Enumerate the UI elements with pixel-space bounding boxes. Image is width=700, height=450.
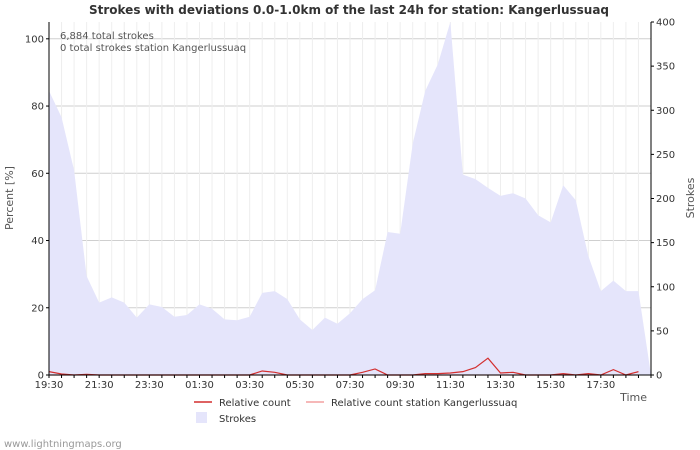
y-tick-right-label: 0 — [656, 371, 662, 382]
y-tick-right-label: 300 — [656, 106, 675, 117]
y-tick-left-label: 40 — [31, 236, 44, 247]
y-tick-right-label: 50 — [656, 326, 669, 337]
legend-strokes-label: Strokes — [219, 414, 256, 425]
x-tick-label: 07:30 — [336, 380, 365, 391]
strokes-area — [49, 22, 651, 375]
y-axis-right-label: Strokes — [684, 177, 697, 218]
x-axis-ticks: 19:30 21:30 23:30 01:30 03:30 05:30 07:30 09:30… — [35, 375, 652, 391]
legend-strokes-swatch — [196, 412, 207, 423]
x-tick-label: 19:30 — [35, 380, 64, 391]
y-tick-left-label: 60 — [31, 169, 44, 180]
legend: Relative count Relative count station Ka… — [194, 398, 517, 425]
y-tick-right-label: 200 — [656, 194, 675, 205]
x-tick-label: 11:30 — [436, 380, 465, 391]
legend-relative-count-station-label: Relative count station Kangerlussuaq — [331, 398, 517, 409]
y-tick-left-label: 80 — [31, 102, 44, 113]
source-footer: www.lightningmaps.org — [4, 439, 122, 450]
x-tick-label: 21:30 — [85, 380, 114, 391]
x-tick-label: 05:30 — [285, 380, 314, 391]
y-axis-left-ticks: 0 20 40 60 80 100 — [25, 34, 49, 382]
y-tick-left-label: 20 — [31, 303, 44, 314]
x-tick-label: 01:30 — [185, 380, 214, 391]
x-tick-label: 03:30 — [235, 380, 264, 391]
y-axis-right-ticks: 0 50 100 150 200 250 300 350 400 — [651, 18, 675, 382]
x-tick-label: 15:30 — [536, 380, 565, 391]
y-tick-left-label: 0 — [38, 371, 44, 382]
annotation-station-strokes: 0 total strokes station Kangerlussuaq — [60, 43, 246, 54]
y-tick-right-label: 350 — [656, 62, 675, 73]
y-tick-right-label: 150 — [656, 238, 675, 249]
y-tick-right-label: 250 — [656, 150, 675, 161]
chart-title: Strokes with deviations 0.0-1.0km of the… — [89, 3, 609, 17]
annotation-total-strokes: 6,884 total strokes — [60, 31, 154, 42]
x-tick-label: 23:30 — [135, 380, 164, 391]
strokes-series — [49, 22, 651, 375]
y-axis-left-label: Percent [%] — [3, 166, 16, 230]
x-axis-label: Time — [619, 391, 647, 404]
y-tick-right-label: 400 — [656, 18, 675, 29]
legend-relative-count-label: Relative count — [219, 398, 291, 409]
y-tick-left-label: 100 — [25, 34, 44, 45]
x-tick-label: 17:30 — [586, 380, 615, 391]
y-tick-right-label: 100 — [656, 282, 675, 293]
x-tick-label: 13:30 — [486, 380, 515, 391]
x-tick-label: 09:30 — [386, 380, 415, 391]
